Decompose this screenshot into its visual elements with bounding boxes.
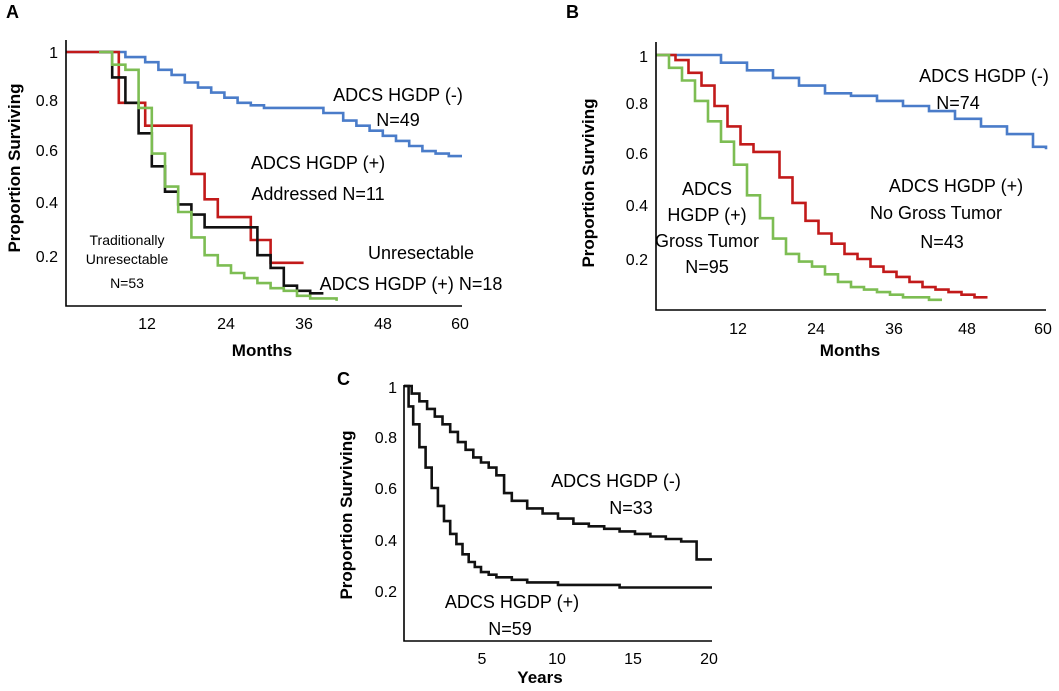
panel-a-yticks: 0.2 0.4 0.6 0.8 1 xyxy=(36,45,58,266)
panel-c-axes xyxy=(403,385,712,642)
panel-a-ann-addressed-n: Addressed N=11 xyxy=(251,184,384,204)
panel-a-label: A xyxy=(6,2,19,22)
panel-c-ytick-0.2: 0.2 xyxy=(375,584,397,601)
panel-c-xtick-15: 15 xyxy=(624,651,642,668)
panel-a-series xyxy=(66,50,462,301)
panel-c-ann-hgdp-pos-title: ADCS HGDP (+) xyxy=(445,592,579,612)
panel-b: B Proportion Surviving Months 12 24 36 4… xyxy=(566,2,1052,360)
panel-b-yticks: 0.2 0.4 0.6 0.8 1 xyxy=(626,49,648,269)
panel-a-ytick-0.6: 0.6 xyxy=(36,143,58,160)
panel-a-ann-hgdp-neg-n: N=49 xyxy=(376,110,420,130)
panel-c-xlabel: Years xyxy=(517,668,562,687)
panel-c-series-0-line xyxy=(404,384,712,561)
panel-c-xtick-20: 20 xyxy=(700,651,718,668)
panel-a-annotations: ADCS HGDP (-) N=49 ADCS HGDP (+) Address… xyxy=(86,85,503,294)
panel-a-xtick-24: 24 xyxy=(217,316,235,333)
panel-b-xtick-12: 12 xyxy=(729,321,747,338)
panel-b-ann-gross-n: N=95 xyxy=(685,257,729,277)
panel-a-series-3-line xyxy=(99,50,338,301)
panel-c-ann-hgdp-neg-title: ADCS HGDP (-) xyxy=(551,471,681,491)
panel-b-ann-gross-l2: HGDP (+) xyxy=(667,205,746,225)
panel-a-ytick-0.8: 0.8 xyxy=(36,93,58,110)
panel-b-xticks: 12 24 36 48 60 xyxy=(729,321,1052,338)
panel-b-series xyxy=(656,53,1048,302)
panel-c-series xyxy=(404,384,712,589)
panel-a-ann-addressed-title: ADCS HGDP (+) xyxy=(251,153,385,173)
panel-b-xtick-36: 36 xyxy=(885,321,903,338)
panel-c-series-1-line xyxy=(404,384,712,589)
panel-b-ann-gross-l3: Gross Tumor xyxy=(655,231,759,251)
panel-b-series-1-line xyxy=(656,53,988,299)
panel-b-ann-gross-l1: ADCS xyxy=(682,179,732,199)
panel-c-ylabel: Proportion Surviving xyxy=(337,430,356,599)
panel-a-ytick-0.4: 0.4 xyxy=(36,195,58,212)
panel-c-label: C xyxy=(337,369,350,389)
panel-b-annotations: ADCS HGDP (-) N=74 ADCS HGDP (+) No Gros… xyxy=(655,66,1049,277)
panel-c-annotations: ADCS HGDP (-) N=33 ADCS HGDP (+) N=59 xyxy=(445,471,681,639)
panel-c-ytick-1: 1 xyxy=(388,380,397,397)
panel-a-ann-hgdp-neg-title: ADCS HGDP (-) xyxy=(333,85,463,105)
panel-a-xtick-60: 60 xyxy=(451,316,469,333)
panel-a-axes xyxy=(65,40,462,307)
panel-b-ytick-0.8: 0.8 xyxy=(626,96,648,113)
panel-a-ann-traditional-l1: Traditionally xyxy=(90,232,165,248)
panel-a-ylabel: Proportion Surviving xyxy=(5,83,24,252)
panel-b-ann-nogross-sub: No Gross Tumor xyxy=(870,203,1002,223)
panel-a-xtick-48: 48 xyxy=(374,316,392,333)
panel-c-ytick-0.6: 0.6 xyxy=(375,481,397,498)
panel-b-ann-nogross-n: N=43 xyxy=(920,232,964,252)
panel-b-xtick-48: 48 xyxy=(958,321,976,338)
panel-a-ann-unresectable-title: Unresectable xyxy=(368,243,474,263)
panel-b-ytick-0.2: 0.2 xyxy=(626,252,648,269)
panel-a: A Proportion Surviving Months 12 24 36 4… xyxy=(5,2,502,360)
panel-c-yticks: 0.2 0.4 0.6 0.8 1 xyxy=(375,380,397,601)
panel-c: C Proportion Surviving Years 5 10 15 20 … xyxy=(337,369,718,687)
panel-c-ann-hgdp-pos-n: N=59 xyxy=(488,619,532,639)
panel-b-axes xyxy=(655,42,1046,311)
panel-a-xlabel: Months xyxy=(232,341,292,360)
panel-c-ytick-0.4: 0.4 xyxy=(375,533,397,550)
panel-a-ytick-1: 1 xyxy=(49,45,58,62)
panel-b-xlabel: Months xyxy=(820,341,880,360)
panel-b-ytick-1: 1 xyxy=(639,49,648,66)
panel-a-xtick-12: 12 xyxy=(138,316,156,333)
panel-c-ytick-0.8: 0.8 xyxy=(375,430,397,447)
panel-b-ann-hgdp-neg-n: N=74 xyxy=(936,93,980,113)
panel-a-xtick-36: 36 xyxy=(295,316,313,333)
panel-b-ytick-0.4: 0.4 xyxy=(626,198,648,215)
panel-b-series-2-line xyxy=(656,53,942,302)
panel-b-ann-hgdp-neg-title: ADCS HGDP (-) xyxy=(919,66,1049,86)
panel-a-ann-traditional-l2: Unresectable xyxy=(86,251,169,267)
panel-a-xticks: 12 24 36 48 60 xyxy=(138,316,469,333)
panel-a-series-0-line xyxy=(66,50,462,158)
panel-c-xtick-10: 10 xyxy=(548,651,566,668)
panel-b-xtick-24: 24 xyxy=(807,321,825,338)
panel-b-ann-nogross-title: ADCS HGDP (+) xyxy=(889,176,1023,196)
panel-b-label: B xyxy=(566,2,579,22)
panel-b-xtick-60: 60 xyxy=(1034,321,1052,338)
panel-a-ytick-0.2: 0.2 xyxy=(36,249,58,266)
panel-b-ytick-0.6: 0.6 xyxy=(626,146,648,163)
panel-a-ann-unresectable-n: ADCS HGDP (+) N=18 xyxy=(320,274,503,294)
panel-b-series-0-line xyxy=(656,53,1048,150)
panel-c-xtick-5: 5 xyxy=(478,651,487,668)
panel-b-ylabel: Proportion Surviving xyxy=(579,98,598,267)
panel-a-ann-traditional-n: N=53 xyxy=(110,275,144,291)
panel-c-xticks: 5 10 15 20 xyxy=(478,651,718,668)
panel-c-ann-hgdp-neg-n: N=33 xyxy=(609,498,653,518)
